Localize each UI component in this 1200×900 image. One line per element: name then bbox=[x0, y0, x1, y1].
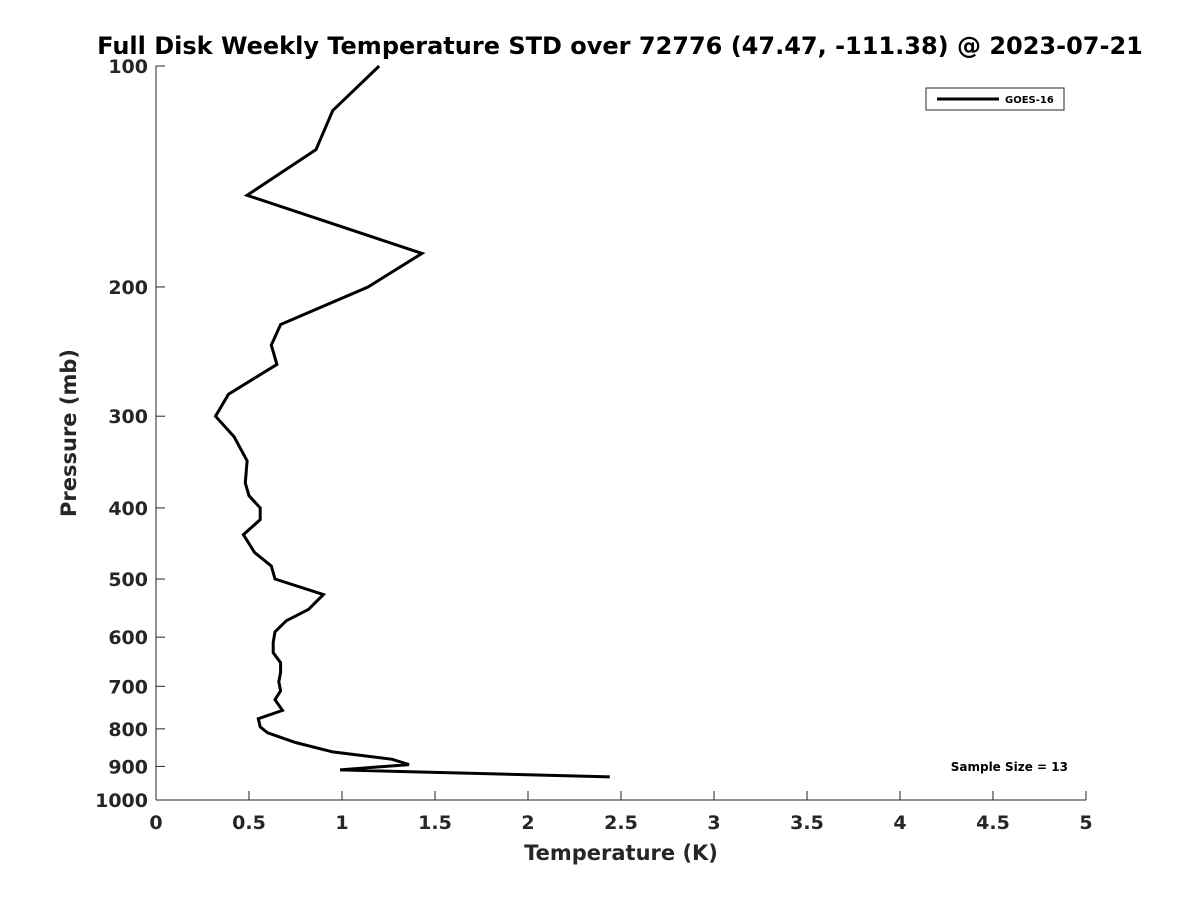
y-tick-label: 900 bbox=[108, 756, 148, 778]
y-tick-label: 300 bbox=[108, 406, 148, 428]
legend-label-goes-16: GOES-16 bbox=[1005, 95, 1054, 106]
y-tick-label: 100 bbox=[108, 56, 148, 78]
y-tick-label: 200 bbox=[108, 277, 148, 299]
chart-title: Full Disk Weekly Temperature STD over 72… bbox=[97, 32, 1143, 60]
y-tick-label: 600 bbox=[108, 627, 148, 649]
x-tick-label: 1 bbox=[335, 812, 348, 834]
x-ticks: 0 0.5 1 1.5 2 2.5 3 3.5 4 4.5 5 bbox=[149, 791, 1093, 834]
x-tick-label: 2.5 bbox=[604, 812, 638, 834]
series-points bbox=[215, 65, 610, 778]
x-tick-label: 4 bbox=[893, 812, 906, 834]
x-tick-label: 3.5 bbox=[790, 812, 824, 834]
y-ticks: 100 200 300 400 500 600 700 800 900 1000 bbox=[95, 56, 165, 812]
x-tick-label: 1.5 bbox=[418, 812, 452, 834]
y-axis-label: Pressure (mb) bbox=[57, 349, 81, 517]
x-tick-label: 0.5 bbox=[232, 812, 266, 834]
y-tick-label: 400 bbox=[108, 498, 148, 520]
sample-size-annotation: Sample Size = 13 bbox=[951, 760, 1068, 774]
y-tick-label: 700 bbox=[108, 676, 148, 698]
legend: GOES-16 bbox=[925, 87, 1065, 111]
x-tick-label: 3 bbox=[707, 812, 720, 834]
plot-area: 0 0.5 1 1.5 2 2.5 3 3.5 4 4.5 5 100 200 300 400 500 600… bbox=[95, 56, 1093, 834]
x-tick-label: 2 bbox=[521, 812, 534, 834]
x-axis-label: Temperature (K) bbox=[524, 841, 718, 865]
x-tick-label: 0 bbox=[149, 812, 162, 834]
y-tick-label: 500 bbox=[108, 569, 148, 591]
x-tick-label: 4.5 bbox=[976, 812, 1010, 834]
y-tick-label: 1000 bbox=[95, 790, 148, 812]
series-line-goes-16 bbox=[213, 64, 610, 779]
y-tick-label: 800 bbox=[108, 719, 148, 741]
x-tick-label: 5 bbox=[1079, 812, 1092, 834]
